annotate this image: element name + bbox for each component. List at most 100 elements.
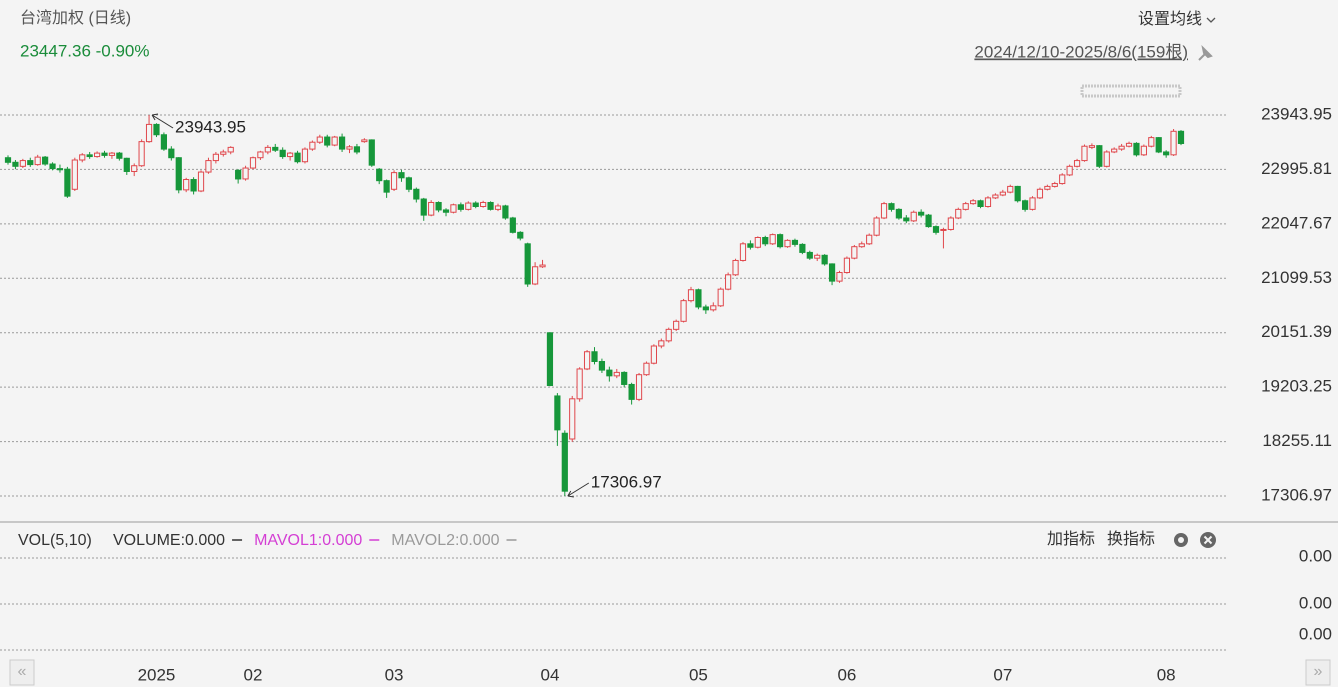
candle-body [19,160,26,167]
indicator-button[interactable]: 加指标 [1047,530,1095,548]
candle-body [442,209,450,213]
candle-body [1111,148,1118,153]
candle-body [702,306,709,311]
candle-body [413,188,420,200]
legend-entry: VOLUME:0.000 [113,532,225,549]
candle-body [532,266,539,285]
y-tick-label: 23943.95 [1261,104,1332,123]
x-tick-label: 08 [1157,665,1176,684]
candle-body [866,234,873,245]
candle-body [376,168,383,182]
candle-body [1044,185,1051,190]
last-quote: 23447.36 -0.90% [20,41,150,60]
candle-body [687,289,695,302]
candle-body [910,211,917,222]
close-cross[interactable] [1203,535,1213,545]
candle-body [858,243,865,248]
candle-body [635,374,643,400]
candle-body [301,148,309,163]
candle-body [405,177,412,190]
candle-body [851,246,858,259]
candle-body [361,139,368,143]
candle-body [1081,145,1088,162]
candle-body [784,239,791,248]
candle-body [583,351,591,370]
candle-body [814,254,821,259]
candle-body [1021,200,1029,210]
candle-body [554,395,561,431]
candle-body [145,123,153,143]
candle-body [398,172,405,179]
candle-body [71,159,78,190]
legend-entry: MAVOL1:0.000 [254,532,362,549]
candle-body [1029,197,1036,210]
candle-body [457,204,464,210]
candle-body [843,257,851,274]
indicator-button[interactable]: 换指标 [1107,530,1155,548]
candle-body [346,146,353,150]
candle-body [546,332,554,386]
candle-body [828,263,836,282]
x-tick-label: 2025 [138,665,176,684]
candle-body [353,146,361,153]
candle-body [86,154,93,158]
candle-body [791,239,799,245]
candle-body [665,328,672,342]
dropdown-caret[interactable] [1206,17,1216,23]
candle-body [509,217,516,233]
candle-body [1163,151,1170,156]
candle-body [569,398,576,440]
annotation-label: 17306.97 [591,472,662,491]
candle-body [962,203,969,210]
candle-body [175,157,182,191]
y-tick-label: 17306.97 [1261,485,1332,504]
candle-body [591,351,598,362]
candle-body [450,204,457,213]
candle-body [49,163,56,170]
candle-body [903,217,910,222]
candle-body [138,141,145,167]
candle-body [717,288,724,307]
candle-body [918,211,925,216]
candle-body [227,146,234,153]
candle-body [888,203,895,210]
x-tick-label: 04 [540,665,559,684]
volume-axis-label: 0.00 [1299,546,1332,565]
candle-body [524,243,531,285]
candle-body [324,136,331,146]
candle-body [242,167,249,180]
y-tick-label: 21099.53 [1261,268,1332,287]
candle-body [331,136,338,146]
ma-setting[interactable]: 设置均线 [1138,10,1202,28]
candle-body [1148,137,1155,147]
candle-body [769,234,776,245]
candle-body [1066,165,1073,176]
candle-body [1014,185,1021,202]
candle-body [27,160,34,166]
scroll-right-icon[interactable]: » [1314,663,1323,680]
date-range[interactable]: 2024/12/10-2025/8/6(159根) [974,42,1188,61]
scroll-left-icon[interactable]: « [18,663,27,680]
candle-body [932,226,940,233]
candle-body [309,141,316,150]
pin-icon[interactable] [1198,44,1213,61]
candle-body [747,243,754,248]
candle-body [316,136,323,143]
candle-body [1007,185,1014,193]
scroll-left[interactable] [9,659,35,686]
candle-body [220,151,227,155]
candle-body [621,371,628,385]
y-tick-label: 22047.67 [1261,213,1332,232]
x-tick-label: 06 [837,665,856,684]
candle-body [494,205,502,210]
gear-hole[interactable] [1178,537,1184,543]
candle-body [880,203,888,219]
candle-body [999,191,1006,196]
candle-body [279,149,286,158]
candle-body [34,156,41,166]
scroll-right[interactable] [1305,659,1331,686]
candle-body [628,383,635,400]
candle-body [606,369,613,377]
